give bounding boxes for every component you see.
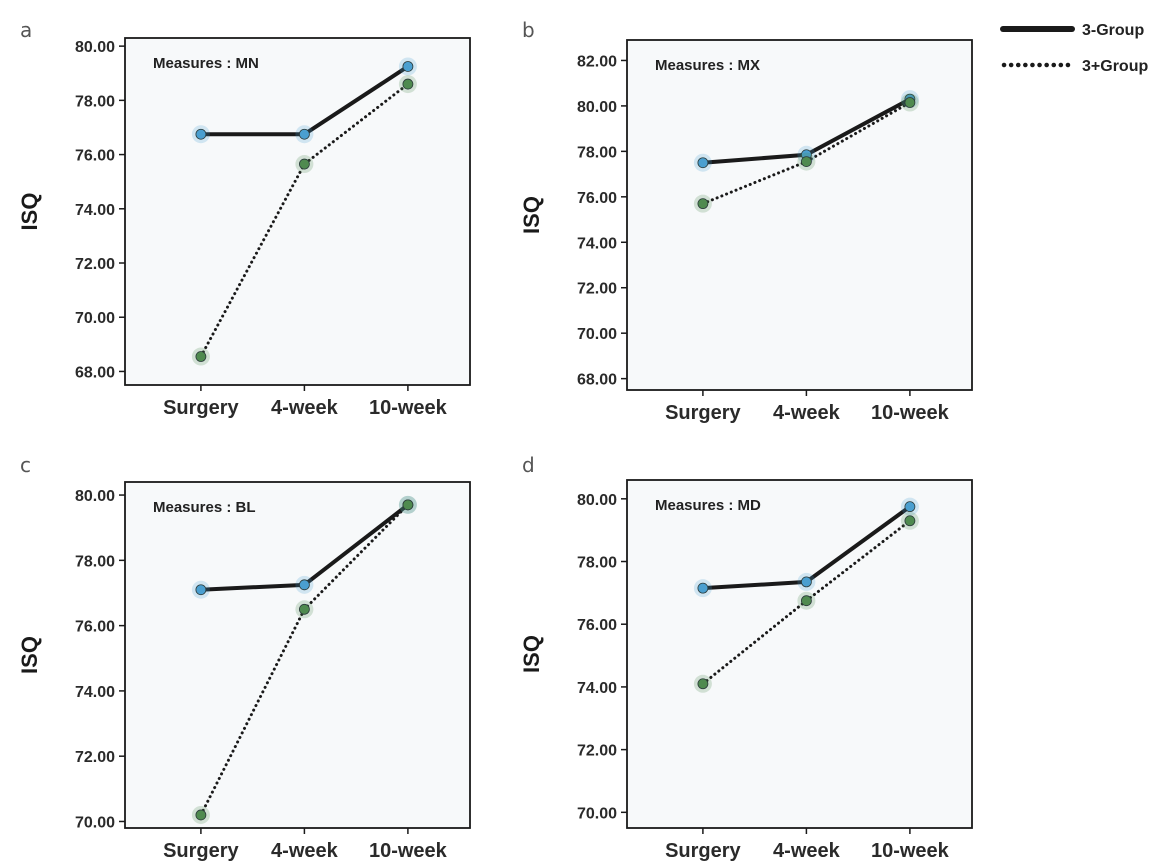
y-tick-label: 70.00	[577, 326, 617, 343]
y-tick-label: 80.00	[75, 39, 115, 56]
panel-c: c Measures : BL ISQ 70.00 72.00 74.00 76.00 78.…	[17, 453, 471, 862]
y-tick-label: 70.00	[577, 805, 617, 822]
panels: a Measures : MN ISQ 68.00 70.00 72.00 74.00 76.…	[17, 18, 973, 862]
data-point-3-group	[801, 576, 812, 588]
data-point-3plus-group	[298, 603, 310, 615]
data-point-3-group	[298, 579, 310, 591]
x-tick-label: 4-week	[773, 840, 841, 862]
plot-frame	[626, 479, 973, 829]
data-point-3-group	[195, 128, 207, 140]
x-tick-label: 4-week	[271, 397, 339, 419]
measures-annotation: Measures : MN	[153, 55, 259, 72]
y-tick-label: 74.00	[75, 202, 115, 219]
y-tick-label: 74.00	[75, 684, 115, 701]
data-point-3plus-group	[195, 809, 207, 821]
x-tick-label: 10-week	[369, 397, 448, 419]
measures-annotation: Measures : BL	[153, 499, 256, 516]
y-axis-label: ISQ	[519, 196, 544, 234]
measures-annotation: Measures : MX	[655, 57, 760, 74]
y-tick-label: 70.00	[75, 310, 115, 327]
x-tick-label: 10-week	[369, 840, 448, 862]
x-tick-label: Surgery	[665, 402, 741, 424]
data-point-3-group	[904, 501, 916, 513]
y-tick-label: 68.00	[577, 372, 617, 389]
y-axis-label: ISQ	[17, 193, 42, 231]
panel-letter: a	[20, 18, 32, 42]
x-tick-label: 10-week	[871, 840, 950, 862]
legend-label-3plus-group: 3+Group	[1082, 58, 1148, 75]
y-tick-label: 76.00	[577, 617, 617, 634]
panel-letter: c	[20, 453, 31, 477]
panel-letter: b	[522, 18, 535, 42]
x-tick-label: 4-week	[773, 402, 841, 424]
x-tick-label: Surgery	[665, 840, 741, 862]
panel-a: a Measures : MN ISQ 68.00 70.00 72.00 74.00 76.…	[17, 18, 471, 419]
data-point-3plus-group	[402, 78, 414, 90]
y-tick-label: 76.00	[577, 190, 617, 207]
data-point-3plus-group	[298, 158, 310, 170]
plot-frame	[124, 37, 471, 386]
data-point-3-group	[402, 61, 414, 72]
y-tick-label: 68.00	[75, 364, 115, 381]
data-point-3-group	[195, 584, 207, 596]
legend: 3-Group 3+Group	[1000, 22, 1148, 75]
y-tick-label: 72.00	[75, 256, 115, 273]
y-tick-label: 80.00	[577, 99, 617, 116]
data-point-3plus-group	[904, 515, 916, 527]
data-point-3plus-group	[801, 156, 812, 167]
data-point-3plus-group	[402, 499, 414, 511]
panel-b: b Measures : MX ISQ 68.00 70.00 72.00 74.00 76.…	[519, 18, 973, 424]
y-tick-label: 76.00	[75, 619, 115, 636]
y-tick-label: 70.00	[75, 814, 115, 831]
x-tick-label: 10-week	[871, 402, 950, 424]
data-point-3plus-group	[904, 97, 916, 108]
y-tick-label: 74.00	[577, 235, 617, 252]
x-tick-label: 4-week	[271, 840, 339, 862]
y-tick-label: 74.00	[577, 680, 617, 697]
plot-frame	[124, 481, 471, 829]
data-point-3-group	[697, 157, 709, 169]
y-tick-label: 72.00	[577, 281, 617, 298]
y-axis-label: ISQ	[17, 636, 42, 674]
y-tick-label: 76.00	[75, 148, 115, 165]
data-point-3-group	[697, 582, 709, 594]
data-point-3plus-group	[697, 678, 709, 690]
data-point-3plus-group	[697, 198, 709, 210]
panel-d: d Measures : MD ISQ 70.00 72.00 74.00 76.00 78.…	[519, 453, 973, 862]
x-tick-label: Surgery	[163, 397, 239, 419]
y-tick-label: 78.00	[75, 93, 115, 110]
x-tick-label: Surgery	[163, 840, 239, 862]
data-point-3plus-group	[195, 351, 207, 362]
y-tick-label: 80.00	[75, 488, 115, 505]
y-tick-label: 72.00	[75, 749, 115, 766]
y-axis-label: ISQ	[519, 635, 544, 673]
y-tick-label: 82.00	[577, 53, 617, 70]
plot-frame	[626, 39, 973, 391]
y-tick-label: 78.00	[75, 553, 115, 570]
y-tick-label: 72.00	[577, 743, 617, 760]
measures-annotation: Measures : MD	[655, 497, 761, 514]
legend-label-3-group: 3-Group	[1082, 22, 1144, 39]
panel-letter: d	[522, 453, 535, 477]
data-point-3-group	[298, 128, 310, 140]
data-point-3plus-group	[801, 595, 812, 607]
y-tick-label: 78.00	[577, 144, 617, 161]
y-tick-label: 78.00	[577, 555, 617, 572]
y-tick-label: 80.00	[577, 492, 617, 509]
